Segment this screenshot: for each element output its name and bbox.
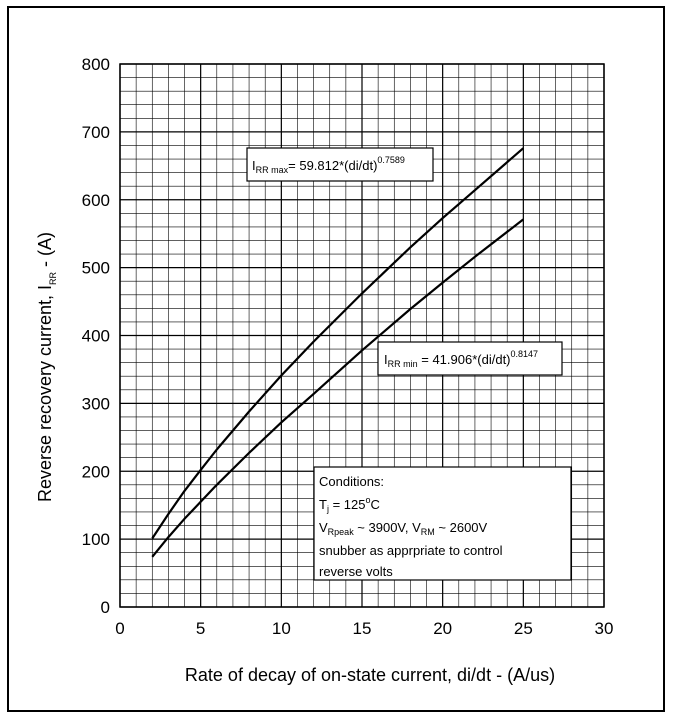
x-tick-label: 20 xyxy=(433,619,452,638)
y-tick-label: 700 xyxy=(82,123,110,142)
x-tick-label: 0 xyxy=(115,619,124,638)
series-line-2 xyxy=(151,218,524,558)
irr-max-box xyxy=(246,147,434,182)
y-tick-label: 200 xyxy=(82,462,110,481)
x-axis-label: Rate of decay of on-state current, di/dt… xyxy=(185,665,555,685)
irr-min-annotation: IRR min = 41.906*(di/dt)0.8147 xyxy=(377,341,563,376)
svg-text:IRR max= 59.812*(di/dt)0.7589: IRR max= 59.812*(di/dt)0.7589 xyxy=(252,155,405,175)
x-tick-label: 30 xyxy=(595,619,614,638)
y-tick-label: 500 xyxy=(82,259,110,278)
series-line-1 xyxy=(151,147,525,540)
y-axis-label: Reverse recovery current, IRR - (A) xyxy=(35,232,58,502)
x-tick-label: 5 xyxy=(196,619,205,638)
conditions-annotation: Conditions: Tj = 125oC VRpeak ~ 3900V, V… xyxy=(313,466,572,581)
series-layer xyxy=(151,147,525,558)
x-tick-label: 25 xyxy=(514,619,533,638)
svg-text:Conditions:: Conditions: xyxy=(319,474,384,489)
irr-max-annotation: IRR max= 59.812*(di/dt)0.7589 xyxy=(246,147,434,182)
x-tick-label: 10 xyxy=(272,619,291,638)
conditions-box xyxy=(313,466,572,581)
svg-text:reverse volts: reverse volts xyxy=(319,564,393,579)
svg-text:IRR min = 41.906*(di/dt)0.8147: IRR min = 41.906*(di/dt)0.8147 xyxy=(384,349,538,369)
y-tick-label: 600 xyxy=(82,191,110,210)
y-tick-label: 300 xyxy=(82,394,110,413)
plot-area-border xyxy=(119,63,605,608)
irr-min-box xyxy=(377,341,563,376)
x-tick-label: 15 xyxy=(353,619,372,638)
svg-text:Tj = 125oC: Tj = 125oC xyxy=(319,495,380,514)
svg-text:snubber as apprpriate to contr: snubber as apprpriate to control xyxy=(319,543,503,558)
y-tick-label: 0 xyxy=(101,598,110,617)
y-tick-label: 100 xyxy=(82,530,110,549)
y-tick-label: 400 xyxy=(82,327,110,346)
svg-text:VRpeak ~ 3900V, VRM ~ 2600V: VRpeak ~ 3900V, VRM ~ 2600V xyxy=(319,520,488,537)
y-tick-label: 800 xyxy=(82,55,110,74)
